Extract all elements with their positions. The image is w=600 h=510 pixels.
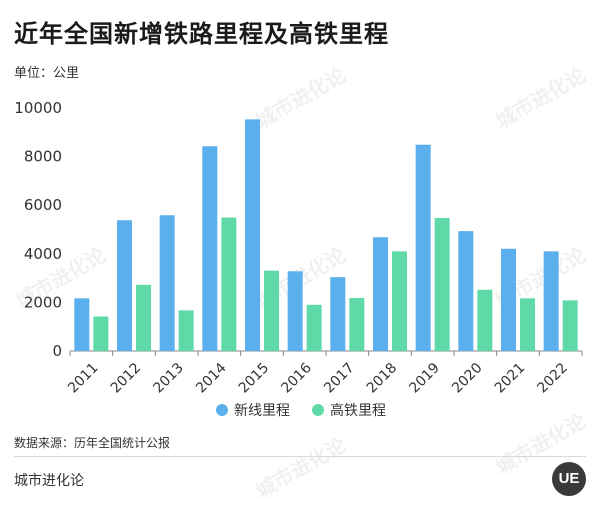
x-tick-label: 2018 [364, 360, 401, 397]
bar [477, 289, 493, 351]
x-tick-label: 2012 [108, 360, 145, 397]
data-source: 数据来源：历年全国统计公报 [14, 436, 171, 450]
y-tick-label: 4000 [24, 245, 62, 263]
bar [93, 316, 109, 351]
bar [458, 231, 474, 351]
page-title: 近年全国新增铁路里程及高铁里程 [14, 20, 389, 48]
logo: UE [552, 462, 586, 496]
bar [306, 304, 322, 351]
bar [373, 237, 388, 351]
y-tick-label: 10000 [14, 99, 62, 117]
x-tick-label: 2020 [449, 360, 486, 397]
bar [221, 217, 237, 351]
bar [415, 144, 431, 351]
legend: 新线里程 高铁里程 [216, 402, 386, 419]
x-tick-label: 2021 [492, 360, 529, 397]
y-tick-label: 8000 [24, 148, 62, 166]
x-tick-label: 2019 [406, 360, 443, 397]
brand-name: 城市进化论 [14, 473, 84, 489]
bar [159, 215, 175, 351]
bar [287, 271, 303, 351]
bar [74, 298, 90, 351]
bar [330, 277, 346, 351]
bar [117, 220, 132, 351]
bar [543, 251, 559, 351]
x-tick-label: 2013 [150, 360, 187, 397]
x-tick-label: 2017 [321, 360, 358, 397]
y-tick-label: 6000 [24, 196, 62, 214]
y-tick-label: 0 [52, 342, 62, 360]
x-tick-label: 2016 [278, 360, 315, 397]
bar [520, 298, 535, 351]
bar [202, 146, 218, 351]
bar [392, 251, 407, 351]
x-tick-label: 2014 [193, 360, 230, 397]
x-axis: 2011 2012 2013 2014 2015 2016 2017 2018 2019 2020… [65, 350, 583, 397]
x-tick-label: 2022 [534, 360, 571, 397]
x-tick-label: 2011 [65, 360, 102, 397]
bar [434, 217, 450, 351]
bar [178, 310, 194, 351]
legend-label: 高铁里程 [330, 402, 386, 419]
bar [562, 300, 578, 351]
legend-label: 新线里程 [234, 403, 290, 419]
legend-marker [312, 404, 324, 416]
divider [14, 456, 586, 457]
bar [264, 270, 279, 351]
bar [501, 248, 516, 351]
bar [136, 284, 151, 351]
legend-marker [216, 404, 228, 416]
x-tick-label: 2015 [236, 360, 273, 397]
bar [349, 297, 365, 351]
y-axis: 0 2000 4000 6000 8000 10000 [14, 99, 62, 360]
unit-label: 单位：公里 [14, 66, 80, 81]
bar [245, 119, 260, 351]
bars [74, 119, 578, 351]
y-tick-label: 2000 [24, 293, 62, 311]
watermark: 城市进化论 [251, 432, 351, 504]
